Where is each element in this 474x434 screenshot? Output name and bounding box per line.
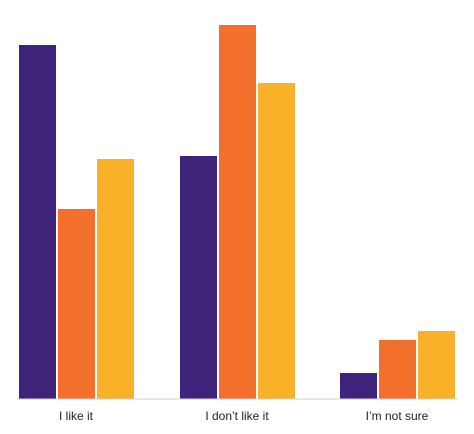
x-tick-label-not-sure: I’m not sure <box>366 409 429 423</box>
bar-like-series-1 <box>19 45 56 399</box>
bar-not-sure-series-1 <box>340 373 377 399</box>
x-tick-labels: I like it I don’t like it I’m not sure <box>59 409 429 423</box>
bar-not-sure-series-3 <box>418 331 455 399</box>
bar-like-series-3 <box>97 159 134 399</box>
bar-like-series-2 <box>58 209 95 399</box>
bar-not-sure-series-2 <box>379 340 416 399</box>
bar-dislike-series-2 <box>219 25 256 399</box>
x-tick-label-dislike: I don’t like it <box>205 409 269 423</box>
bar-dislike-series-3 <box>258 83 295 399</box>
bars-group <box>19 25 455 399</box>
bar-dislike-series-1 <box>180 156 217 399</box>
x-tick-label-like: I like it <box>59 409 94 423</box>
